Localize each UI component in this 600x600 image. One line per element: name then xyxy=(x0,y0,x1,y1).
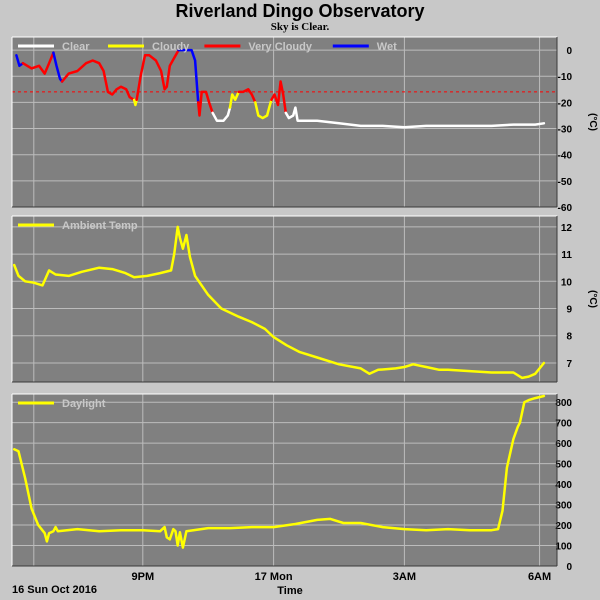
time-axis: 9PM 17 Mon 3AM 6AM xyxy=(131,571,551,583)
x-tick-label: 6AM xyxy=(528,571,551,583)
y-tick-label: 9 xyxy=(566,305,572,316)
y-tick-label: 100 xyxy=(555,542,572,553)
series-line xyxy=(228,90,240,109)
legend-label: Cloudy xyxy=(152,41,190,53)
x-tick-label: 9PM xyxy=(131,571,154,583)
series-line xyxy=(284,106,546,129)
legend-label: Clear xyxy=(62,41,90,53)
series-line xyxy=(12,394,546,549)
series-line xyxy=(135,48,180,102)
y-tick-label: 300 xyxy=(555,501,572,512)
y-tick-label: -50 xyxy=(558,177,573,188)
y-tick-label: -40 xyxy=(558,151,573,162)
legend-label: Wet xyxy=(377,41,397,53)
y-tick-label: 7 xyxy=(566,359,572,370)
legend-label: Daylight xyxy=(62,398,106,410)
y-tick-label: 0 xyxy=(566,46,572,57)
y-tick-label: 12 xyxy=(561,223,573,234)
y-tick-label: 10 xyxy=(561,277,573,288)
y-tick-label: 600 xyxy=(555,439,572,450)
y-tick-label: 11 xyxy=(561,250,572,261)
sky-temperature-panel: 0 -10 -20 -30 -40 -50 -60 (°C) Clear Cloudy Very C… xyxy=(11,36,598,214)
page-title: Riverland Dingo Observatory xyxy=(175,1,425,21)
series-line xyxy=(12,225,546,380)
y-tick-label: 8 xyxy=(566,332,572,343)
series-line xyxy=(270,80,288,115)
series-line xyxy=(52,51,64,83)
ambient-temp-panel: 7 8 9 10 11 12 (°C) Ambient Temp xyxy=(11,215,598,383)
y-tick-label: 200 xyxy=(555,521,572,532)
plot-area xyxy=(12,394,557,566)
legend-label: Ambient Temp xyxy=(62,220,138,232)
plot-area xyxy=(12,216,557,382)
sky-status: Sky is Clear. xyxy=(270,21,330,33)
series-line xyxy=(15,54,25,68)
y-tick-label: -30 xyxy=(558,125,573,136)
daylight-panel: 0 100 200 300 400 500 600 700 800 Daylight xyxy=(11,393,572,573)
series-line xyxy=(60,59,136,102)
series-line xyxy=(254,98,273,120)
series-line xyxy=(237,88,257,104)
y-tick-label: 400 xyxy=(555,480,572,491)
date-label: 16 Sun Oct 2016 xyxy=(12,584,97,596)
y-tick-label: -10 xyxy=(558,72,573,83)
y-axis-label: (°C) xyxy=(587,290,598,308)
x-tick-label: 17 Mon xyxy=(255,571,293,583)
series-line xyxy=(196,90,214,117)
y-tick-label: 0 xyxy=(566,562,572,573)
y-tick-label: -60 xyxy=(558,203,573,214)
plot-area xyxy=(12,37,557,207)
y-tick-label: 500 xyxy=(555,460,572,471)
series-line xyxy=(177,48,200,104)
time-axis-label: Time xyxy=(277,585,303,597)
series-line xyxy=(132,98,138,107)
y-axis-label: (°C) xyxy=(587,113,598,131)
y-tick-label: 700 xyxy=(555,419,572,430)
series-line xyxy=(211,106,232,122)
x-tick-label: 3AM xyxy=(393,571,416,583)
y-tick-label: 800 xyxy=(555,398,572,409)
series-line xyxy=(21,51,55,75)
y-tick-label: -20 xyxy=(558,98,573,109)
legend-label: Very Cloudy xyxy=(248,41,312,53)
